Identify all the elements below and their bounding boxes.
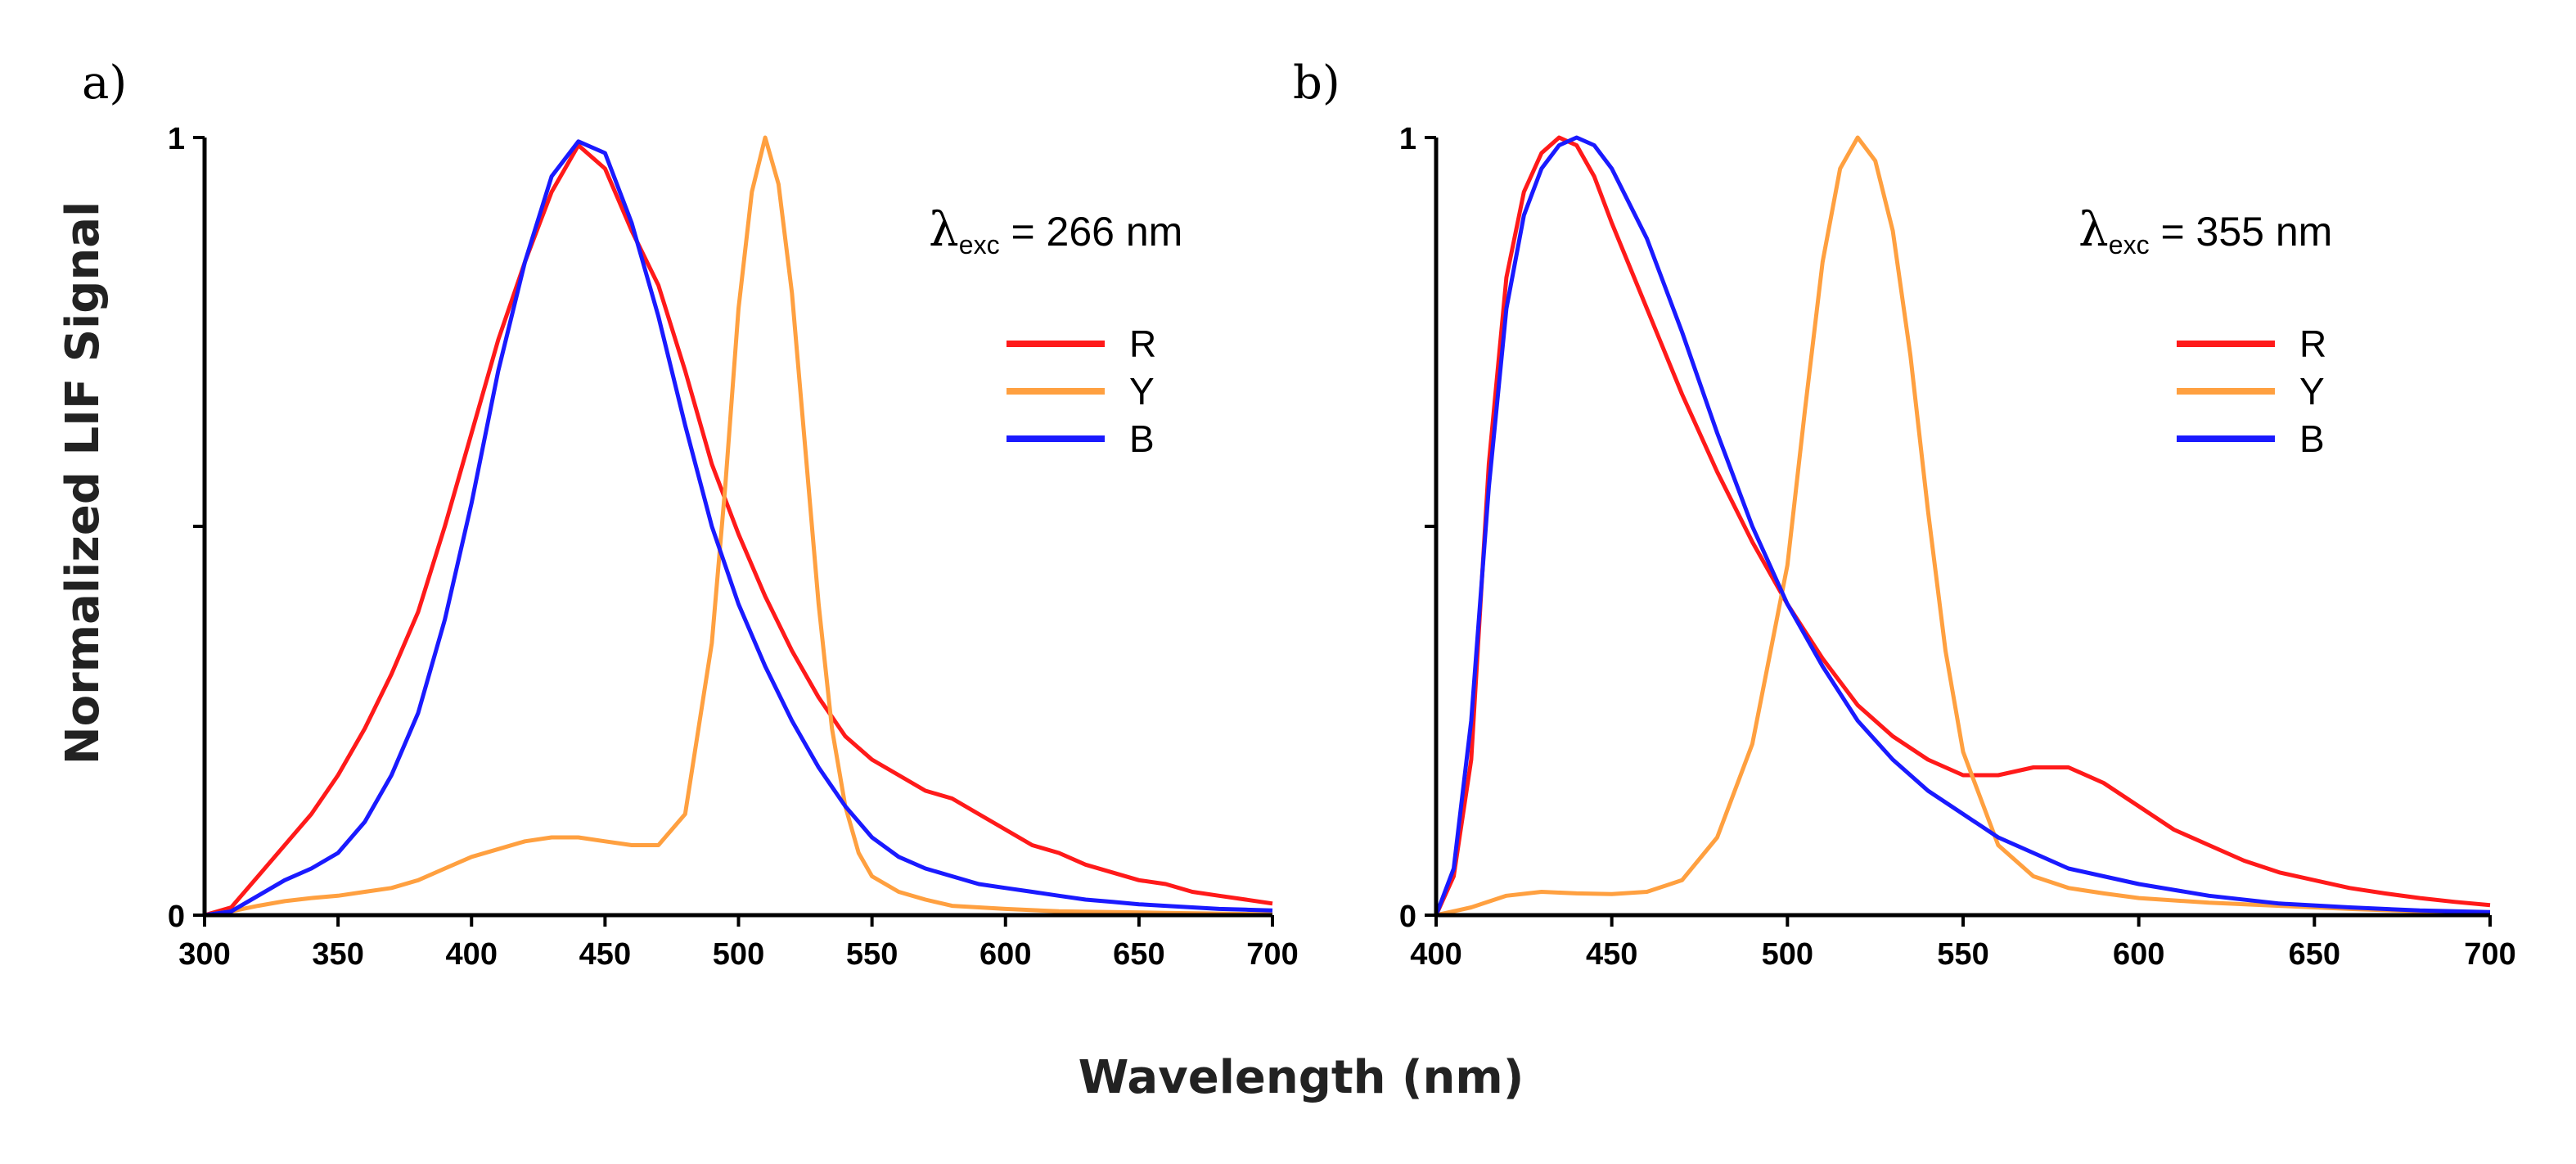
- x-tick-label: 700: [2464, 937, 2515, 972]
- legend-label: Y: [1129, 370, 1155, 413]
- y-tick-label: 0: [1399, 900, 1416, 934]
- legend-label: R: [1129, 323, 1156, 365]
- y-tick-label: 0: [168, 900, 185, 934]
- x-tick-label: 450: [1586, 937, 1637, 972]
- series-line-R: [1434, 135, 2491, 917]
- x-tick-label: 700: [1246, 937, 1298, 972]
- x-tick-label: 300: [178, 937, 230, 972]
- excitation-annotation: λexc = 266 nm: [929, 201, 1182, 259]
- series-line-Y: [204, 135, 1273, 918]
- x-tick-label: 500: [713, 937, 764, 972]
- legend-label: R: [2299, 323, 2326, 365]
- x-tick-label: 350: [312, 937, 363, 972]
- excitation-annotation: λexc = 355 nm: [2078, 201, 2332, 259]
- lambda-symbol: λ: [929, 201, 959, 257]
- lambda-subscript: exc: [959, 230, 1000, 259]
- panel-b: b) 400 450 500 550 600 650 700 0 1 λexc = 355 nm RY…: [1293, 56, 2516, 972]
- series-line-B: [1434, 135, 2491, 916]
- series-line-B: [204, 139, 1273, 918]
- x-tick-label: 500: [1762, 937, 1813, 972]
- x-axis-title: Wavelength (nm): [1079, 1051, 1524, 1104]
- x-tick-label: 550: [1937, 937, 1988, 972]
- lambda-symbol: λ: [2078, 201, 2109, 257]
- y-axis-title: Normalized LIF Signal: [56, 201, 110, 765]
- x-tick-label: 550: [846, 937, 898, 972]
- x-tick-label: 650: [1113, 937, 1164, 972]
- annotation-value: = 355 nm: [2150, 209, 2333, 255]
- lambda-subscript: exc: [2109, 230, 2150, 259]
- series-line-R: [204, 143, 1273, 918]
- x-tick-label: 600: [980, 937, 1031, 972]
- annotation-value: = 266 nm: [1000, 209, 1183, 255]
- legend-label: Y: [2299, 370, 2325, 413]
- y-tick-label: 1: [168, 122, 185, 156]
- panel-label: b): [1293, 56, 1340, 110]
- legend-label: B: [1129, 417, 1155, 460]
- panel-a: a) 300 350 400 450 500 550 600 650 700 0 1 λexc = 26…: [82, 56, 1299, 972]
- y-tick-label: 1: [1399, 122, 1416, 156]
- x-tick-label: 400: [1410, 937, 1461, 972]
- x-tick-label: 450: [579, 937, 631, 972]
- x-tick-label: 650: [2289, 937, 2340, 972]
- series-line-Y: [1435, 135, 2491, 918]
- x-tick-label: 400: [446, 937, 498, 972]
- legend-label: B: [2299, 417, 2325, 460]
- panel-label: a): [82, 56, 127, 110]
- x-tick-label: 600: [2113, 937, 2164, 972]
